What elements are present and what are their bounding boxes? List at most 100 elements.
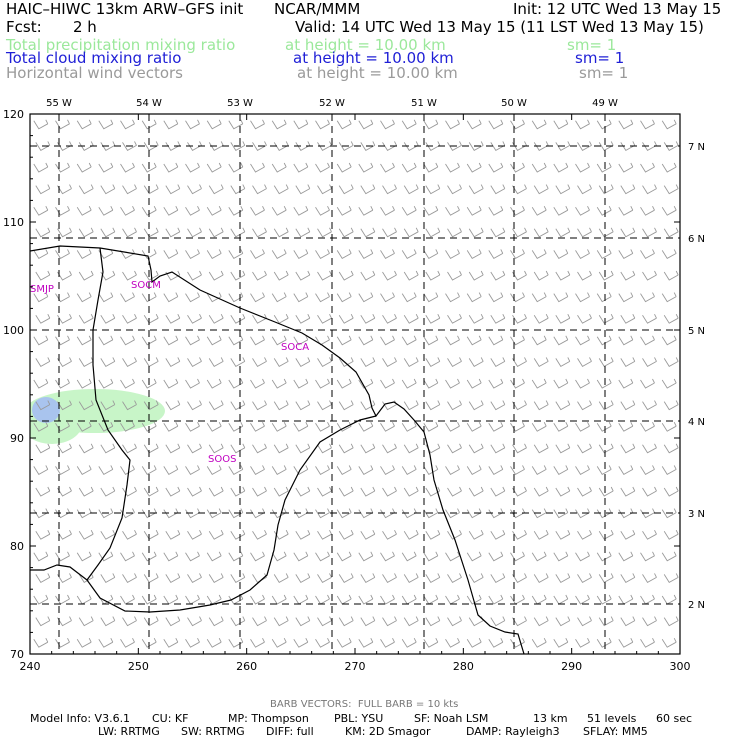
wind-barb [35, 529, 51, 540]
wind-barb [141, 162, 157, 173]
wind-barb [141, 551, 157, 562]
wind-barb [122, 270, 137, 281]
wind-barb [401, 335, 417, 346]
wind-barb [403, 443, 419, 454]
wind-barb [661, 594, 677, 605]
map-frame [29, 113, 681, 655]
wind-barb [531, 421, 547, 432]
wind-barb [382, 270, 397, 281]
wind-barb [575, 249, 590, 260]
field-name-wind: Horizontal wind vectors [6, 64, 183, 82]
wind-barb [293, 162, 309, 173]
longitude-label: 49 W [592, 98, 618, 109]
wind-barb [466, 551, 482, 562]
wind-barb [228, 162, 244, 173]
wind-barb [447, 313, 462, 324]
wind-barb [78, 616, 94, 627]
forecast-label: Fcst: [6, 18, 42, 36]
wind-barb [380, 119, 395, 130]
wind-barb [403, 357, 419, 368]
wind-barb [661, 508, 677, 519]
wind-barb [336, 465, 352, 476]
latitude-label: 5 N [688, 326, 705, 337]
wind-barb [661, 637, 677, 648]
wind-barb [447, 357, 462, 368]
longitude-label: 51 W [411, 98, 437, 109]
wind-barb [661, 378, 677, 389]
wind-barb [33, 551, 49, 562]
wind-barb [577, 529, 592, 540]
wind-barb [338, 141, 354, 152]
wind-barb [445, 378, 460, 389]
wind-barb [380, 551, 395, 562]
wind-barb [338, 529, 354, 540]
wind-barb [642, 573, 657, 584]
wind-barb [531, 508, 547, 519]
wind-barb [122, 141, 137, 152]
model-info: Model Info: V3.6.1 [30, 712, 131, 725]
latitude-label: 3 N [688, 509, 705, 520]
wind-barb [510, 378, 525, 389]
wind-barb [187, 400, 202, 411]
wind-barb [295, 270, 311, 281]
wind-barb [271, 508, 287, 519]
wind-barb [187, 616, 202, 627]
wind-barb [512, 486, 527, 497]
wind-barb [33, 465, 49, 476]
wind-barb [360, 184, 376, 195]
wind-barb [447, 141, 462, 152]
wind-barb [555, 443, 571, 454]
wind-barb [35, 141, 51, 152]
wind-barb [618, 637, 634, 648]
wind-barb [401, 249, 417, 260]
wind-barb [336, 292, 352, 303]
wind-barb [596, 637, 612, 648]
wind-barb [33, 594, 49, 605]
wind-barb [78, 357, 94, 368]
wind-barb [163, 205, 179, 216]
wind-barb [76, 119, 92, 130]
wind-barb [598, 357, 614, 368]
wind-barb [141, 119, 157, 130]
wind-barb [273, 270, 289, 281]
wind-barb [642, 313, 657, 324]
y-tick-label: 80 [10, 540, 24, 553]
wind-barb [187, 357, 202, 368]
wind-barb [466, 465, 482, 476]
wind-barb [120, 551, 135, 562]
wind-barb [598, 270, 614, 281]
wind-barb [271, 594, 287, 605]
wind-barb [250, 508, 265, 519]
wind-barb [533, 313, 549, 324]
wind-barb [663, 443, 679, 454]
wind-barb [141, 421, 157, 432]
wind-barb [228, 292, 244, 303]
wind-barb [488, 594, 504, 605]
wind-barb [336, 637, 352, 648]
coastline-and-borders [30, 245, 525, 654]
wind-barb [338, 227, 354, 238]
wind-barb [250, 205, 265, 216]
time-step: 60 sec [656, 712, 693, 725]
wind-barb [661, 205, 677, 216]
wind-barb [317, 486, 332, 497]
wind-barb [315, 205, 330, 216]
wind-barb [466, 335, 482, 346]
wind-barb [122, 443, 137, 454]
wind-barb [577, 443, 592, 454]
wind-barb [293, 421, 309, 432]
wind-barb [466, 119, 482, 130]
wind-barb [78, 529, 94, 540]
wind-barb [490, 400, 506, 411]
wind-barb [620, 529, 636, 540]
wind-barb [577, 357, 592, 368]
wind-barb [425, 227, 441, 238]
latitude-label: 6 N [688, 234, 705, 245]
wind-barb [338, 270, 354, 281]
wind-barb [553, 292, 569, 303]
wind-barb [425, 313, 441, 324]
wind-barb [401, 205, 417, 216]
wind-barb [57, 184, 72, 195]
wind-barb [360, 573, 376, 584]
